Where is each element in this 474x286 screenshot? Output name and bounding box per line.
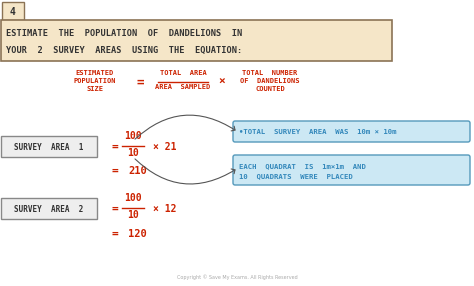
Text: AREA  SAMPLED: AREA SAMPLED xyxy=(155,84,210,90)
Text: POPULATION: POPULATION xyxy=(74,78,116,84)
Text: TOTAL  NUMBER: TOTAL NUMBER xyxy=(242,70,298,76)
Text: SIZE: SIZE xyxy=(86,86,103,92)
FancyBboxPatch shape xyxy=(1,198,97,219)
Text: 120: 120 xyxy=(128,229,147,239)
Text: Copyright © Save My Exams. All Rights Reserved: Copyright © Save My Exams. All Rights Re… xyxy=(177,274,297,280)
Text: •TOTAL  SURVEY  AREA  WAS  10m × 10m: •TOTAL SURVEY AREA WAS 10m × 10m xyxy=(239,129,396,135)
Text: 100: 100 xyxy=(124,193,142,203)
Text: TOTAL  AREA: TOTAL AREA xyxy=(160,70,206,76)
Text: YOUR  2  SURVEY  AREAS  USING  THE  EQUATION:: YOUR 2 SURVEY AREAS USING THE EQUATION: xyxy=(6,45,242,55)
Text: =: = xyxy=(111,204,118,214)
Text: 4: 4 xyxy=(10,7,16,17)
Text: OF  DANDELIONS: OF DANDELIONS xyxy=(240,78,300,84)
Text: 10: 10 xyxy=(127,148,139,158)
FancyBboxPatch shape xyxy=(233,155,470,185)
Text: 100: 100 xyxy=(124,131,142,141)
Text: ×: × xyxy=(219,77,225,87)
Text: SURVEY  AREA  2: SURVEY AREA 2 xyxy=(14,204,84,214)
Text: 210: 210 xyxy=(128,166,147,176)
Text: × 21: × 21 xyxy=(153,142,176,152)
FancyBboxPatch shape xyxy=(233,121,470,142)
Text: 10  QUADRATS  WERE  PLACED: 10 QUADRATS WERE PLACED xyxy=(239,173,353,179)
FancyBboxPatch shape xyxy=(1,19,392,61)
Text: =: = xyxy=(136,76,144,88)
Text: COUNTED: COUNTED xyxy=(255,86,285,92)
Text: × 12: × 12 xyxy=(153,204,176,214)
FancyBboxPatch shape xyxy=(2,2,24,20)
Text: =: = xyxy=(111,229,118,239)
Text: =: = xyxy=(111,166,118,176)
Text: =: = xyxy=(111,142,118,152)
Text: EACH  QUADRAT  IS  1m×1m  AND: EACH QUADRAT IS 1m×1m AND xyxy=(239,163,366,169)
Text: 10: 10 xyxy=(127,210,139,220)
Text: ESTIMATED: ESTIMATED xyxy=(76,70,114,76)
FancyBboxPatch shape xyxy=(1,136,97,157)
Text: ESTIMATE  THE  POPULATION  OF  DANDELIONS  IN: ESTIMATE THE POPULATION OF DANDELIONS IN xyxy=(6,29,242,37)
Text: SURVEY  AREA  1: SURVEY AREA 1 xyxy=(14,142,84,152)
